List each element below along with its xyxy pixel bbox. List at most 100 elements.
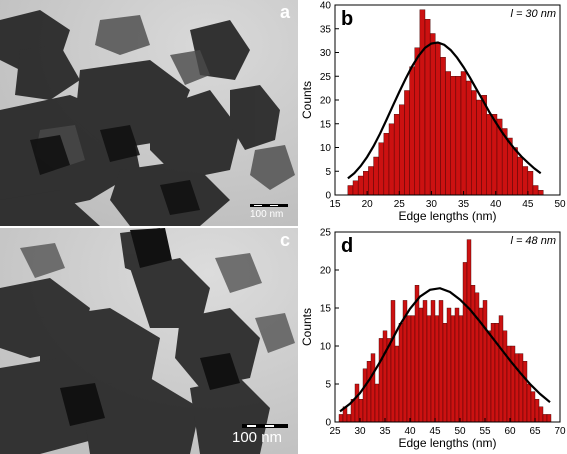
chart-b-bar	[388, 123, 395, 196]
chart-b-xtick-label: 25	[394, 199, 406, 210]
chart-d-bar	[374, 383, 380, 423]
chart-b-bar	[357, 175, 364, 196]
chart-b-bar	[368, 166, 374, 196]
chart-d-xtick-label: 70	[554, 426, 566, 437]
chart-d-bar	[438, 300, 444, 423]
chart-b-bar	[450, 76, 457, 196]
chart-d-bar	[510, 345, 516, 423]
chart-b-ytick-label: 40	[320, 1, 332, 12]
chart-b-bar	[486, 114, 493, 196]
chart-b-ytick-label: 0	[325, 191, 331, 202]
chart-b-bar	[491, 114, 498, 196]
chart-b-bar	[517, 156, 523, 196]
chart-d-bar	[522, 360, 528, 423]
chart-d-xtick-label: 50	[454, 426, 466, 437]
chart-b-bar	[445, 71, 451, 196]
chart-b-bar	[347, 185, 354, 196]
chart-d-bar	[338, 414, 344, 423]
chart-d-bar	[498, 315, 504, 423]
chart-b-bar	[409, 66, 415, 196]
chart-b-xlabel: Edge lengths (nm)	[398, 209, 496, 223]
chart-d-bar	[362, 368, 368, 423]
chart-d-bar	[418, 307, 424, 423]
chart-b-bar	[481, 95, 487, 196]
chart-b-bar	[414, 47, 421, 196]
chart-b-bar	[537, 190, 544, 196]
chart-b-bar	[435, 42, 441, 196]
chart-d-ytick-label: 0	[325, 418, 331, 429]
chart-d-bar	[454, 307, 460, 423]
chart-d-bar	[354, 383, 360, 423]
chart-b-panel-letter: b	[341, 8, 353, 30]
chart-d-ytick-label: 15	[320, 304, 332, 315]
chart-b-bar	[419, 9, 426, 196]
histogram-d: 25 30 35 40 45 50 55 60 65 70 0 5 10 15 20 25 Edge lengt…	[300, 228, 566, 451]
chart-b-ytick-label: 35	[320, 24, 332, 35]
scale-bar-label-a: 100 nm	[250, 209, 284, 220]
chart-b-fit-curve	[347, 41, 542, 180]
chart-b-xtick-label: 50	[554, 199, 566, 210]
chart-b-bar	[512, 147, 518, 196]
chart-b-bar	[404, 90, 410, 196]
chart-d-bar	[494, 322, 500, 423]
chart-d-bar	[502, 330, 508, 423]
tem-image-a: a 100 nm	[0, 0, 298, 226]
chart-d-bar	[542, 414, 548, 423]
panel-letter-c: c	[280, 230, 291, 250]
chart-d-bar	[538, 406, 544, 423]
chart-b-bar	[373, 156, 379, 196]
chart-d-bar	[546, 414, 552, 423]
chart-b-ytick-label: 5	[325, 167, 331, 178]
chart-d-bar	[482, 300, 488, 423]
chart-d-bar	[442, 322, 448, 423]
chart-b-ytick-label: 15	[320, 119, 332, 130]
chart-d-bar	[486, 330, 492, 423]
chart-d-xtick-label: 60	[504, 426, 516, 437]
chart-b-bar	[393, 114, 400, 196]
chart-b-bar	[378, 142, 385, 196]
chart-b-bar	[471, 90, 477, 196]
chart-d-xtick-label: 25	[329, 426, 341, 437]
chart-d-bar	[434, 315, 440, 423]
chart-d-bar	[378, 338, 384, 423]
chart-d-xlabel: Edge lengths (nm)	[398, 436, 496, 450]
chart-b-bar	[399, 104, 405, 196]
chart-b-bar	[429, 33, 436, 196]
chart-b-xtick-label: 15	[329, 199, 341, 210]
chart-d-bar	[422, 300, 428, 423]
chart-d-bar	[530, 391, 536, 423]
chart-d-bar	[470, 285, 476, 423]
chart-b-bar	[460, 71, 467, 196]
chart-d-annotation: l = 48 nm	[510, 235, 556, 247]
chart-d-bar	[462, 262, 468, 423]
chart-d-bar	[394, 345, 400, 423]
chart-d-bar	[430, 300, 436, 423]
chart-b-bar	[527, 171, 534, 196]
chart-b-ylabel: Counts	[300, 81, 314, 119]
chart-b-bar	[352, 180, 359, 196]
chart-b-ytick-label: 10	[320, 143, 332, 154]
chart-d-xtick-label: 35	[379, 426, 391, 437]
chart-d-bar	[410, 315, 416, 423]
chart-d-bar	[390, 300, 396, 423]
chart-d-xtick-label: 45	[429, 426, 441, 437]
chart-d-ytick-label: 5	[325, 380, 331, 391]
chart-d-xtick-label: 65	[529, 426, 541, 437]
chart-b-xtick-label: 40	[490, 199, 502, 210]
chart-d-xtick-label: 55	[479, 426, 491, 437]
chart-d-bar	[426, 315, 432, 423]
panel-letter-a: a	[280, 2, 291, 22]
chart-b-ytick-label: 25	[320, 72, 332, 83]
chart-b-bar	[522, 166, 529, 196]
chart-d-bar	[526, 383, 532, 423]
chart-b-bar	[532, 185, 539, 196]
chart-d-bar	[534, 398, 540, 423]
chart-d-ytick-label: 10	[320, 342, 332, 353]
chart-b-ytick-label: 20	[320, 96, 332, 107]
chart-d-ytick-label: 20	[320, 266, 332, 277]
chart-d-bar	[446, 307, 452, 423]
chart-b-bar	[383, 133, 390, 196]
chart-b-bar	[455, 76, 462, 196]
chart-b-ytick-label: 30	[320, 48, 332, 59]
